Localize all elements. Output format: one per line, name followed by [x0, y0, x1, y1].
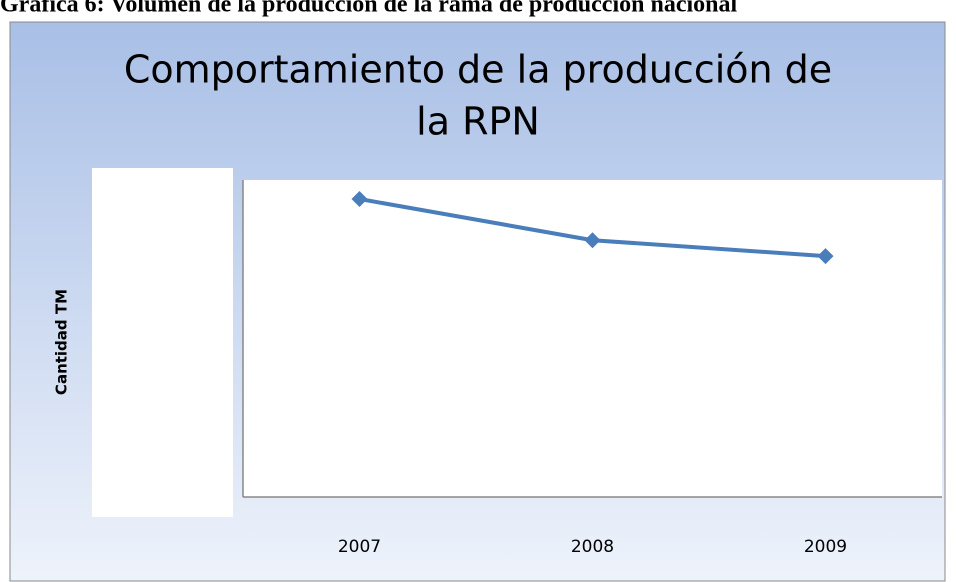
chart-title: Comportamiento de la producción de — [124, 48, 832, 92]
marker — [817, 248, 834, 265]
axis-mask — [92, 168, 233, 517]
y-axis-label: Cantidad TM — [53, 289, 71, 395]
x-tick-label: 2009 — [804, 537, 847, 557]
marker — [351, 191, 368, 208]
x-tick-label: 2008 — [571, 537, 614, 557]
marker — [584, 232, 601, 249]
caption: Gráfica 6: Volumen de la producción de l… — [0, 0, 737, 18]
chart-title: la RPN — [416, 100, 540, 144]
plot-area — [243, 180, 942, 497]
x-tick-label: 2007 — [338, 537, 381, 557]
